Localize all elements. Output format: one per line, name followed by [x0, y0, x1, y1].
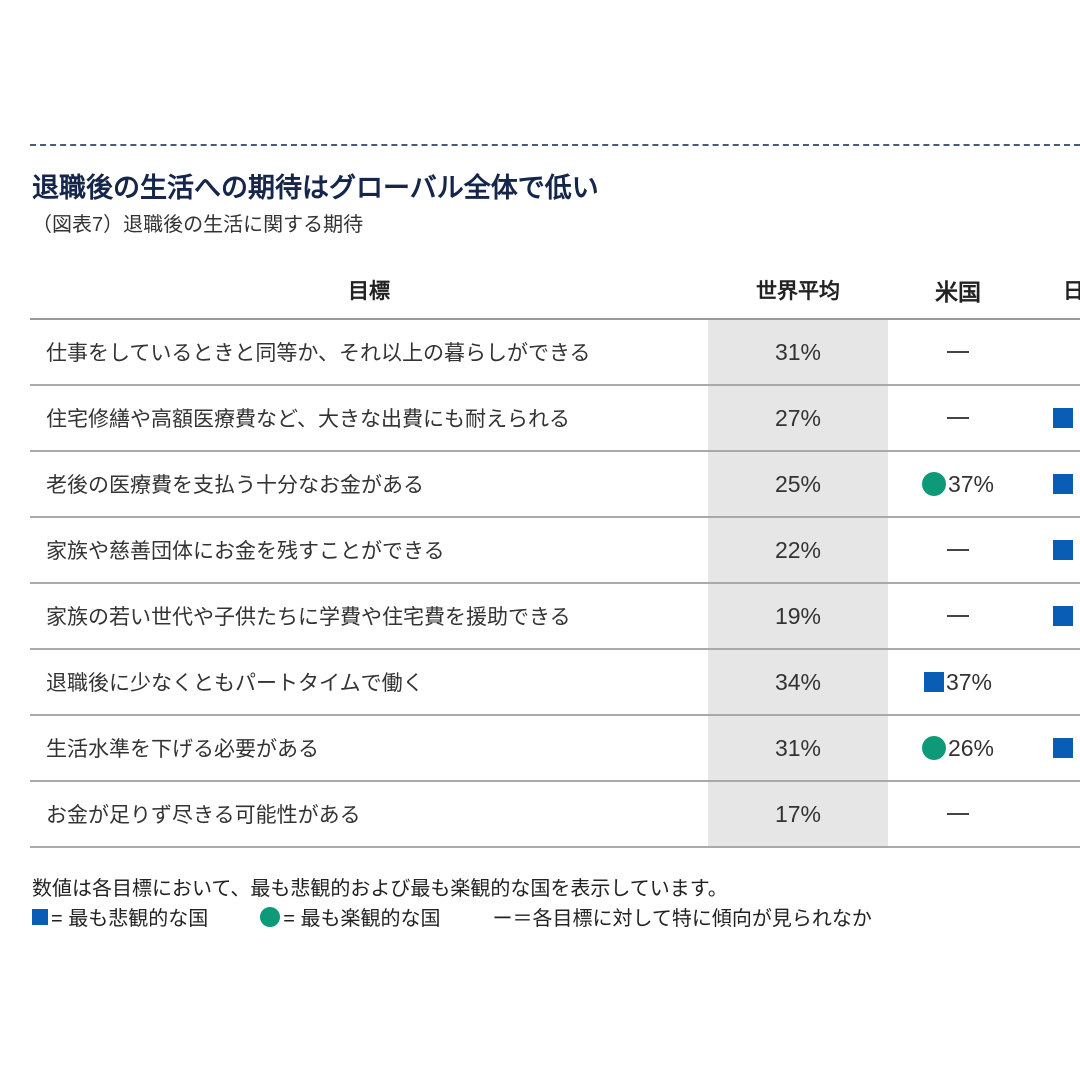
col4-cell — [1028, 320, 1080, 384]
table-row: 生活水準を下げる必要がある 31% 26% — [30, 716, 1080, 782]
world-average-cell: 31% — [708, 320, 888, 384]
table-row: お金が足りず尽きる可能性がある 17% — [30, 782, 1080, 848]
dash-icon — [947, 351, 969, 353]
optimistic-circle-icon — [260, 906, 281, 927]
header-goal: 目標 — [348, 280, 390, 303]
table-header: 目標 世界平均 米国 日本 — [30, 262, 1080, 320]
pessimistic-square-icon — [1053, 474, 1073, 494]
figure-subtitle: （図表7）退職後の生活に関する期待 — [32, 214, 364, 236]
legend-pessimistic: = 最も悲観的な国 — [51, 908, 209, 930]
us-cell — [888, 584, 1028, 648]
table-row: 仕事をしているときと同等か、それ以上の暮らしができる 31% — [30, 320, 1080, 386]
world-average-cell: 19% — [708, 584, 888, 648]
table-row: 家族や慈善団体にお金を残すことができる 22% — [30, 518, 1080, 584]
legend-optimistic: = 最も楽観的な国 — [283, 908, 441, 930]
world-average-cell: 31% — [708, 716, 888, 780]
goal-cell: 仕事をしているときと同等か、それ以上の暮らしができる — [46, 342, 591, 365]
us-cell — [888, 386, 1028, 450]
col4-cell — [1028, 782, 1080, 846]
goal-cell: 住宅修繕や高額医療費など、大きな出費にも耐えられる — [46, 408, 570, 431]
goal-cell: 生活水準を下げる必要がある — [46, 738, 319, 761]
expectations-table: 目標 世界平均 米国 日本 仕事をしているときと同等か、それ以上の暮らしができる… — [30, 262, 1080, 848]
header-col4: 日本 — [1063, 280, 1080, 303]
col4-cell — [1028, 716, 1080, 780]
optimistic-circle-icon — [921, 472, 946, 496]
col4-cell — [1028, 386, 1080, 450]
pessimistic-square-icon — [1053, 540, 1073, 560]
table-row: 老後の医療費を支払う十分なお金がある 25% 37% — [30, 452, 1080, 518]
us-cell — [888, 782, 1028, 846]
dotted-divider — [30, 144, 1080, 146]
pessimistic-square-icon — [32, 908, 48, 925]
table-row: 退職後に少なくともパートタイムで働く 34% 37% — [30, 650, 1080, 716]
us-cell: 26% — [888, 716, 1028, 780]
note-text: 数値は各目標において、最も悲観的および最も楽観的な国を表示しています。 — [32, 878, 728, 900]
legend-neutral: ー＝各目標に対して特に傾向が見られなか — [492, 908, 872, 930]
dash-icon — [947, 549, 969, 551]
pessimistic-square-icon — [1053, 408, 1073, 428]
dash-icon — [947, 615, 969, 617]
pessimistic-square-icon — [1053, 738, 1073, 758]
world-average-cell: 25% — [708, 452, 888, 516]
table-row: 住宅修繕や高額医療費など、大きな出費にも耐えられる 27% — [30, 386, 1080, 452]
us-value: 37% — [947, 470, 995, 497]
col4-cell — [1028, 584, 1080, 648]
dash-icon — [947, 417, 969, 419]
us-value: 37% — [945, 668, 993, 695]
world-average-cell: 34% — [708, 650, 888, 714]
us-cell: 37% — [888, 650, 1028, 714]
us-cell — [888, 518, 1028, 582]
goal-cell: 家族の若い世代や子供たちに学費や住宅費を援助できる — [46, 606, 571, 629]
goal-cell: 退職後に少なくともパートタイムで働く — [46, 672, 424, 695]
dash-icon — [947, 813, 969, 815]
col4-cell — [1028, 518, 1080, 582]
goal-cell: 家族や慈善団体にお金を残すことができる — [46, 540, 445, 563]
legend: = 最も悲観的な国 = 最も楽観的な国 ー＝各目標に対して特に傾向が見られなか — [32, 902, 872, 931]
col4-cell — [1028, 650, 1080, 714]
us-cell: 37% — [888, 452, 1028, 516]
world-average-cell: 22% — [708, 518, 888, 582]
pessimistic-square-icon — [1053, 606, 1073, 626]
goal-cell: 老後の医療費を支払う十分なお金がある — [46, 474, 424, 497]
col4-cell — [1028, 452, 1080, 516]
us-value: 26% — [947, 734, 995, 761]
world-average-cell: 17% — [708, 782, 888, 846]
optimistic-circle-icon — [921, 736, 946, 760]
world-average-cell: 27% — [708, 386, 888, 450]
header-us: 米国 — [935, 279, 981, 305]
page-title: 退職後の生活への期待はグローバル全体で低い — [32, 173, 599, 203]
table-row: 家族の若い世代や子供たちに学費や住宅費を援助できる 19% — [30, 584, 1080, 650]
us-cell — [888, 320, 1028, 384]
pessimistic-square-icon — [923, 672, 944, 692]
goal-cell: お金が足りず尽きる可能性がある — [46, 804, 361, 827]
header-world-average: 世界平均 — [756, 280, 840, 303]
